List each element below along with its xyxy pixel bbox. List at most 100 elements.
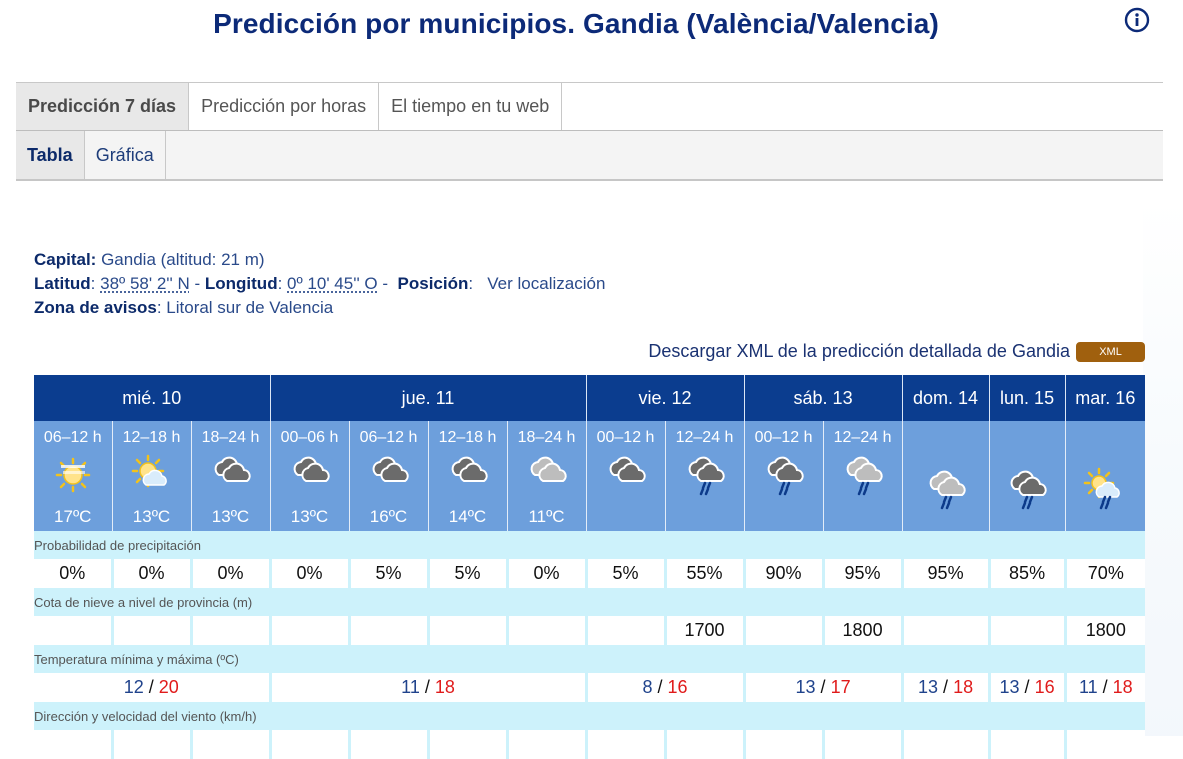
ver-localizacion-link[interactable]: Ver localización (487, 274, 606, 293)
snow-level-cell (742, 616, 824, 645)
wind-row (34, 730, 1146, 759)
precipitation-cell: 70% (1063, 559, 1146, 588)
wind-cell (347, 730, 428, 759)
wind-cell (742, 730, 824, 759)
download-xml-row: Descargar XML de la predicción detallada… (0, 341, 1145, 362)
latitude-label: Latitud (34, 274, 91, 293)
tab-tabla[interactable]: Tabla (16, 131, 85, 179)
wind-cell (1063, 730, 1146, 759)
temp-min: 11 (1078, 677, 1098, 697)
slot-cell: 12–18 h 13ºC (111, 421, 191, 531)
slot-cell: 00–12 h (585, 421, 666, 531)
snow-level-cell (268, 616, 349, 645)
wind-cell (663, 730, 745, 759)
temp-min: 13 (999, 677, 1020, 697)
snow-level-cell (347, 616, 428, 645)
wind-cell (987, 730, 1066, 759)
slot-cell: 12–24 h (664, 421, 745, 531)
slot-hours: 12–18 h (122, 429, 181, 446)
temp-max: 18 (953, 677, 974, 697)
overcast-light-icon (508, 449, 586, 501)
temp-min: 13 (795, 677, 816, 697)
slot-hours: 00–12 h (596, 429, 655, 446)
snow-level-cell: 1800 (821, 616, 903, 645)
download-xml-link[interactable]: Descargar XML de la predicción detallada… (648, 341, 1070, 361)
wind-label: Dirección y velocidad del viento (km/h) (34, 702, 1146, 730)
snow-level-cell (189, 616, 270, 645)
slot-temperature: 16ºC (369, 507, 408, 526)
precipitation-cell: 5% (584, 559, 666, 588)
slot-cell: 06–12 h 17ºC (34, 421, 112, 531)
slot-temperature: 13ºC (290, 507, 329, 526)
wind-cell (110, 730, 191, 759)
temperature-row: 12 / 20 11 / 18 8 / 16 13 / 17 13 / 18 13 / 1… (34, 673, 1146, 702)
slot-cell: 18–24 h 11ºC (506, 421, 587, 531)
temperature-cell: 12 / 20 (34, 673, 270, 702)
slot-hours: 18–24 h (201, 429, 260, 446)
snow-level-cell (34, 616, 112, 645)
slot-cell: 00–12 h (743, 421, 824, 531)
slot-temperature: 13ºC (132, 507, 171, 526)
slot-hours (990, 429, 1065, 449)
temp-separator: / (419, 677, 435, 697)
capital-value: Gandia (altitud: 21 m) (101, 250, 265, 269)
xml-button[interactable]: XML (1076, 341, 1145, 362)
wind-cell (505, 730, 587, 759)
temp-separator: / (938, 677, 954, 697)
slot-hours: 18–24 h (517, 429, 576, 446)
latitude-value: 38º 58' 2'' N (100, 274, 190, 293)
temperature-cell: 13 / 17 (742, 673, 903, 702)
slot-hours: 00–12 h (754, 429, 813, 446)
slot-hours (1066, 429, 1146, 449)
cloud-rain-light-icon (824, 449, 902, 501)
wind-cell (821, 730, 903, 759)
day-header: lun. 15 (988, 375, 1066, 421)
overcast-dark-icon (192, 449, 270, 501)
temp-max: 18 (1112, 677, 1133, 697)
temperature-cell: 11 / 18 (268, 673, 587, 702)
wind-label-row: Dirección y velocidad del viento (km/h) (34, 702, 1146, 730)
temp-max: 16 (667, 677, 688, 697)
slot-cell: 18–24 h 13ºC (190, 421, 270, 531)
day-header: vie. 12 (585, 375, 745, 421)
location-info: Capital: Gandia (altitud: 21 m) Latitud:… (34, 250, 606, 317)
sun-haze-icon (34, 449, 112, 501)
tab-prediccion-por-horas[interactable]: Predicción por horas (189, 83, 380, 130)
temperature-cell: 13 / 16 (987, 673, 1066, 702)
info-circle-icon[interactable] (1124, 7, 1150, 33)
tab-prediccion-7-dias[interactable]: Predicción 7 días (16, 83, 190, 130)
tab-el-tiempo-en-tu-web[interactable]: El tiempo en tu web (379, 83, 563, 130)
position-label: Posición (397, 274, 469, 293)
slot-hours (903, 429, 989, 449)
cloud-rain-dark-icon (745, 449, 823, 501)
temp-max: 17 (830, 677, 851, 697)
slot-hours: 12–18 h (438, 429, 497, 446)
precipitation-cell: 95% (900, 559, 990, 588)
day-header: mar. 16 (1064, 375, 1146, 421)
slot-hours: 06–12 h (43, 429, 102, 446)
tab-grafica[interactable]: Gráfica (85, 131, 166, 179)
precipitation-label: Probabilidad de precipitación (34, 531, 1146, 559)
temperature-cell: 11 / 18 (1063, 673, 1146, 702)
cloud-rain-dark-icon (990, 463, 1065, 515)
wind-cell (900, 730, 990, 759)
temp-separator: / (1019, 677, 1035, 697)
temp-max: 18 (434, 677, 455, 697)
precipitation-cell: 95% (821, 559, 903, 588)
sun-cloud-icon (113, 449, 191, 501)
slot-cell: 00–06 h 13ºC (269, 421, 349, 531)
temperature-cell: 13 / 18 (900, 673, 990, 702)
page-title: Predicción por municipios. Gandia (Valèn… (213, 8, 939, 39)
temperature-cell: 8 / 16 (584, 673, 745, 702)
slot-temperature: 13ºC (211, 507, 250, 526)
temp-min: 11 (401, 677, 420, 697)
cloud-light-rain-icon (666, 449, 744, 501)
snow-level-label: Cota de nieve a nivel de provincia (m) (34, 588, 1146, 616)
snow-level-row: 1700 1800 1800 (34, 616, 1146, 645)
day-header: dom. 14 (901, 375, 990, 421)
snow-level-cell (426, 616, 507, 645)
snow-level-cell (505, 616, 587, 645)
wind-cell (268, 730, 349, 759)
cloud-rain-light-icon (903, 463, 989, 515)
background-decoration (1143, 200, 1183, 736)
